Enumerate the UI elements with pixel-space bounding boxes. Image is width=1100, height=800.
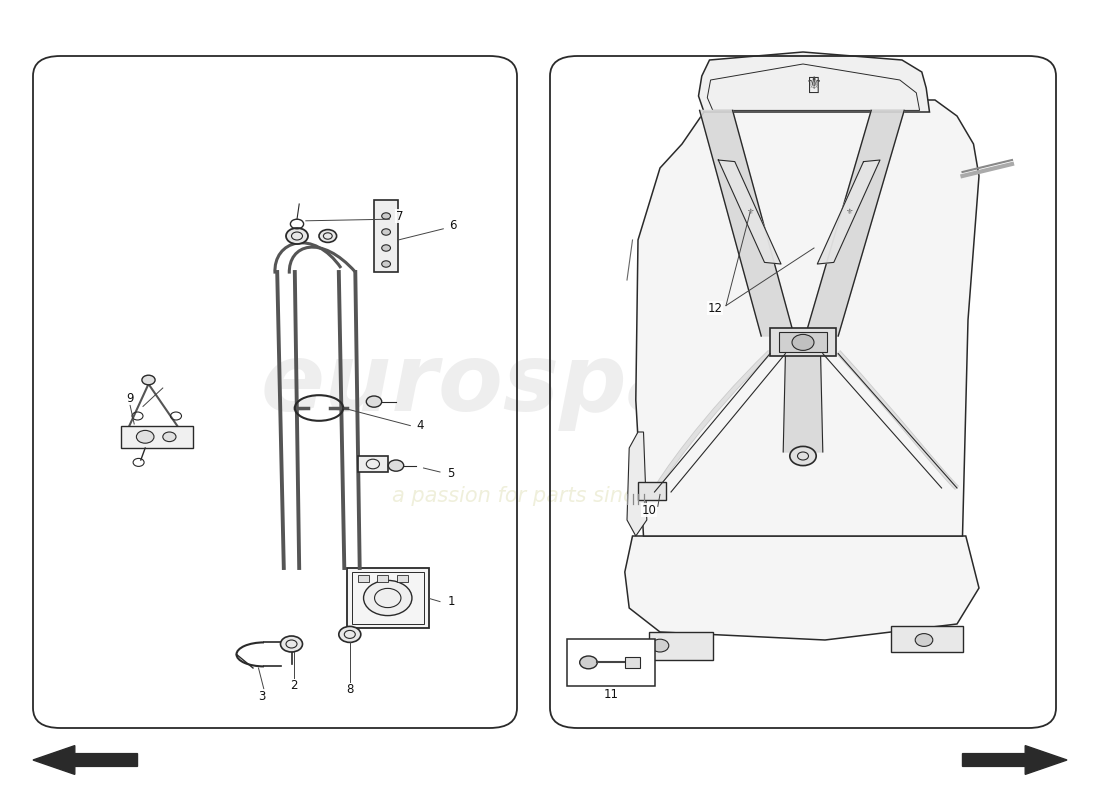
- Text: ⚜: ⚜: [846, 207, 852, 217]
- Circle shape: [280, 636, 302, 652]
- Bar: [625, 657, 640, 668]
- Circle shape: [790, 446, 816, 466]
- Bar: [638, 482, 666, 500]
- Polygon shape: [636, 100, 979, 536]
- Circle shape: [142, 375, 155, 385]
- Bar: [352, 572, 424, 624]
- Circle shape: [915, 634, 933, 646]
- Circle shape: [339, 626, 361, 642]
- Circle shape: [286, 228, 308, 244]
- Text: 9: 9: [126, 392, 133, 405]
- Text: ⚜: ⚜: [747, 207, 754, 217]
- Text: 𝕸: 𝕸: [808, 74, 820, 94]
- Text: 6: 6: [450, 219, 456, 232]
- Text: ⚜: ⚜: [806, 75, 822, 93]
- Polygon shape: [33, 746, 138, 774]
- Bar: [121, 426, 192, 448]
- Text: 8: 8: [346, 683, 353, 696]
- Circle shape: [136, 430, 154, 443]
- Bar: [397, 575, 408, 582]
- Polygon shape: [700, 110, 794, 336]
- Polygon shape: [718, 160, 781, 264]
- Circle shape: [366, 396, 382, 407]
- Bar: [358, 456, 388, 472]
- Text: 4: 4: [417, 419, 424, 432]
- Bar: [346, 568, 429, 628]
- Text: 11: 11: [604, 688, 619, 701]
- Bar: [891, 626, 962, 652]
- Circle shape: [319, 230, 337, 242]
- Bar: [358, 575, 368, 582]
- Bar: [374, 200, 398, 272]
- Bar: [566, 639, 654, 686]
- Text: 7: 7: [396, 210, 403, 222]
- Circle shape: [163, 432, 176, 442]
- Polygon shape: [698, 52, 930, 112]
- Polygon shape: [627, 432, 647, 536]
- Text: 12: 12: [707, 302, 723, 314]
- Text: 1: 1: [448, 595, 454, 608]
- Polygon shape: [805, 110, 904, 336]
- Circle shape: [651, 639, 669, 652]
- Text: eurospärts: eurospärts: [261, 337, 839, 431]
- Polygon shape: [817, 160, 880, 264]
- Circle shape: [382, 213, 390, 219]
- Circle shape: [382, 245, 390, 251]
- Circle shape: [792, 334, 814, 350]
- Text: 10: 10: [641, 504, 657, 517]
- Bar: [377, 575, 388, 582]
- Text: a passion for parts since 1985: a passion for parts since 1985: [393, 486, 707, 506]
- Polygon shape: [962, 746, 1067, 774]
- Polygon shape: [783, 356, 823, 452]
- Circle shape: [382, 229, 390, 235]
- Text: 3: 3: [258, 690, 265, 702]
- Bar: [779, 332, 827, 352]
- Circle shape: [388, 460, 404, 471]
- Text: 2: 2: [290, 679, 297, 692]
- Polygon shape: [625, 536, 979, 640]
- Text: 5: 5: [448, 467, 454, 480]
- Bar: [770, 328, 836, 356]
- Bar: [649, 632, 713, 660]
- Circle shape: [580, 656, 597, 669]
- Circle shape: [363, 581, 412, 616]
- Circle shape: [382, 261, 390, 267]
